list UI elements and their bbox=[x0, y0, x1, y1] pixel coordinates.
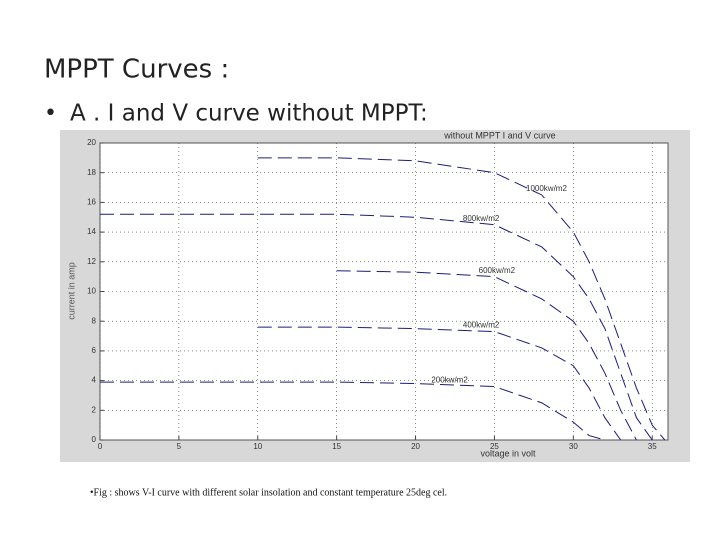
y-axis-label: current in amp bbox=[66, 262, 76, 320]
y-tick-label: 8 bbox=[92, 316, 97, 325]
x-tick-label: 0 bbox=[98, 442, 103, 451]
y-tick-label: 20 bbox=[87, 138, 96, 147]
series-label: 600kw/m2 bbox=[479, 266, 516, 275]
y-tick-label: 10 bbox=[87, 287, 96, 296]
y-tick-label: 16 bbox=[87, 198, 96, 207]
x-tick-label: 30 bbox=[569, 442, 578, 451]
x-axis-label: voltage in volt bbox=[480, 448, 536, 458]
series-line bbox=[100, 213, 653, 441]
y-tick-label: 0 bbox=[92, 435, 97, 444]
y-tick-label: 4 bbox=[92, 376, 97, 385]
chart-title: without MPPT I and V curve bbox=[443, 130, 555, 140]
y-tick-label: 6 bbox=[92, 346, 97, 355]
series-line bbox=[336, 270, 637, 441]
series-line bbox=[100, 381, 606, 441]
x-tick-label: 5 bbox=[177, 442, 182, 451]
x-tick-label: 10 bbox=[253, 442, 262, 451]
x-tick-label: 25 bbox=[490, 442, 499, 451]
y-tick-label: 2 bbox=[92, 405, 97, 414]
series-label: 1000kw/m2 bbox=[526, 184, 567, 193]
series-line bbox=[257, 157, 666, 441]
series-label: 800kw/m2 bbox=[463, 214, 500, 223]
y-tick-label: 12 bbox=[87, 257, 96, 266]
series-label: 200kw/m2 bbox=[431, 376, 468, 385]
series-line bbox=[257, 326, 622, 441]
bullet-dot: • bbox=[44, 101, 57, 126]
caption: •Fig : shows V-I curve with different so… bbox=[90, 487, 447, 498]
bullet-text: A . I and V curve without MPPT: bbox=[70, 101, 428, 127]
x-tick-label: 20 bbox=[411, 442, 420, 451]
x-tick-label: 15 bbox=[332, 442, 341, 451]
x-tick-label: 35 bbox=[648, 442, 657, 451]
y-tick-label: 18 bbox=[87, 168, 96, 177]
series-label: 400kw/m2 bbox=[463, 321, 500, 330]
y-tick-label: 14 bbox=[87, 227, 96, 236]
slide-title: MPPT Curves : bbox=[44, 55, 229, 85]
